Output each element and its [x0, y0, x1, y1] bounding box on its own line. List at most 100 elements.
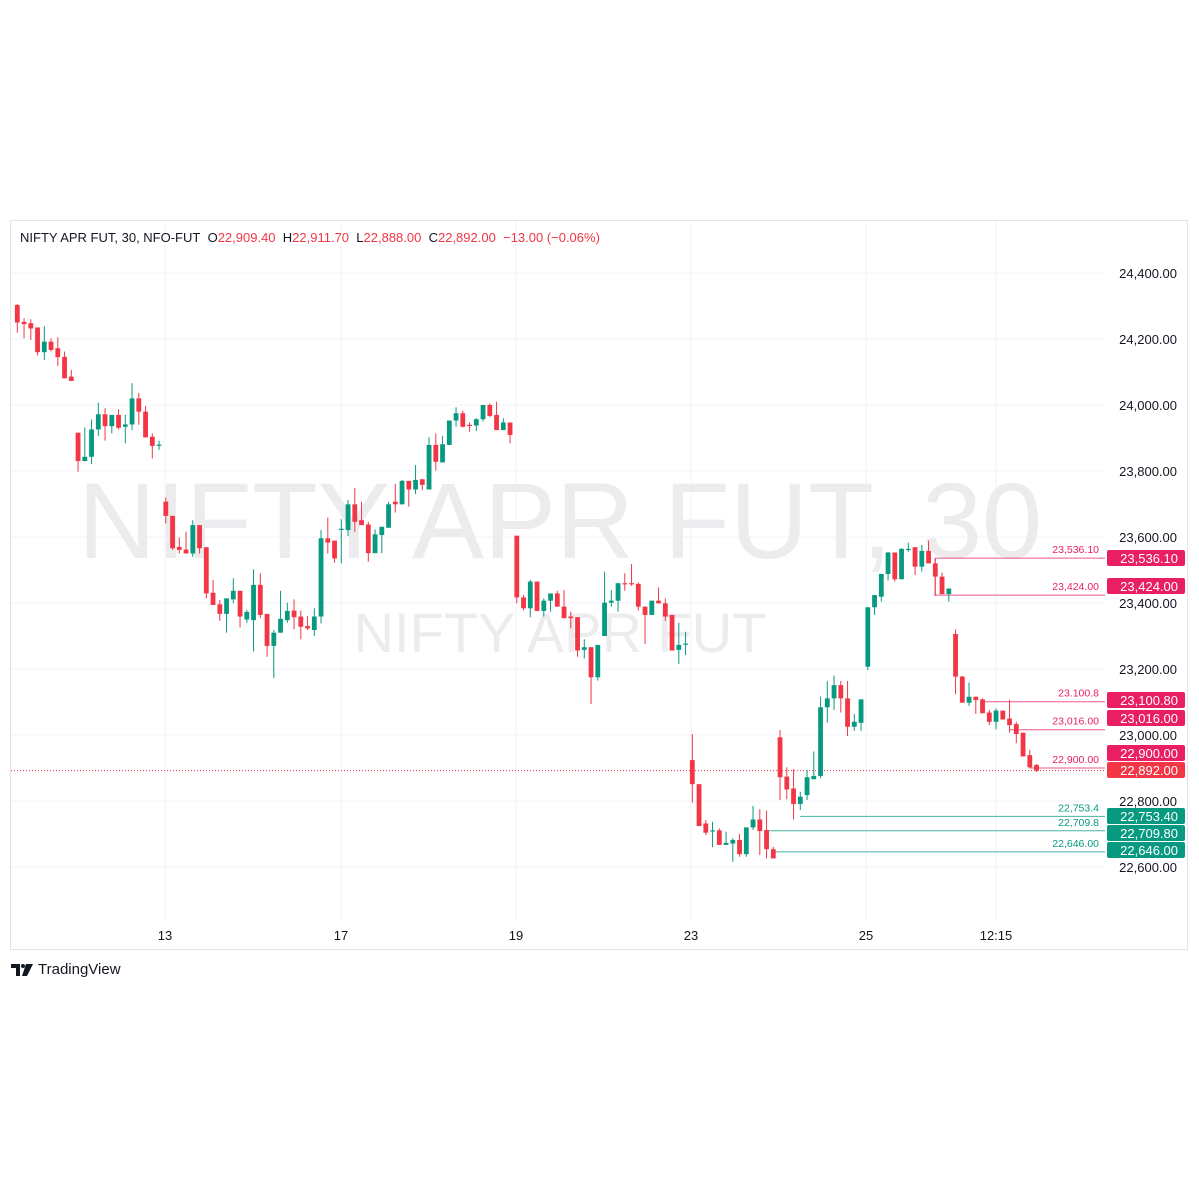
candle — [629, 564, 634, 586]
candle-body — [730, 839, 736, 844]
candle-body — [440, 444, 445, 463]
open-value: 22,909.40 — [217, 230, 276, 245]
price-axis[interactable]: 24,400.00 24,200.00 24,000.00 23,800.00 23,6… — [1119, 266, 1177, 875]
candle-body — [919, 550, 925, 567]
candle-body — [386, 504, 391, 528]
candle-body — [885, 552, 891, 574]
candle — [230, 578, 236, 604]
candle-body — [818, 707, 823, 776]
candle — [568, 611, 574, 629]
candle — [197, 525, 202, 554]
candle-body — [406, 480, 412, 490]
candle — [770, 846, 776, 859]
candle-body — [433, 444, 439, 462]
candle-body — [210, 592, 216, 605]
candle — [190, 520, 196, 557]
candle — [1020, 732, 1026, 757]
level-price-tag: 23,424.00 — [1120, 579, 1178, 594]
candle — [507, 422, 513, 444]
level-price-tag-bg — [1107, 842, 1185, 858]
candle — [527, 579, 533, 618]
level-price-tag-bg — [1107, 550, 1185, 566]
candle-body — [824, 698, 830, 708]
candle — [75, 432, 81, 472]
candle — [311, 608, 317, 636]
candle-body — [62, 356, 67, 379]
candle-body — [203, 547, 209, 594]
candle — [649, 600, 655, 615]
candle — [926, 540, 931, 564]
level-label: 23,424.00 — [1052, 581, 1099, 593]
candle-body — [980, 699, 985, 714]
candle — [338, 519, 344, 564]
candle — [912, 547, 918, 575]
candle — [696, 784, 702, 827]
candle — [170, 515, 175, 550]
level-price-tag: 23,536.10 — [1120, 551, 1178, 566]
candle-body — [986, 712, 992, 722]
candle — [257, 573, 263, 619]
candle — [784, 767, 790, 800]
candle — [1000, 710, 1006, 720]
candle-body — [163, 501, 169, 516]
candle-body — [521, 597, 526, 609]
candle — [642, 606, 648, 644]
level-label: 22,900.00 — [1052, 754, 1099, 766]
candle-body — [1034, 764, 1039, 771]
open-label: O — [207, 230, 218, 245]
candle — [980, 698, 985, 714]
candle — [831, 675, 837, 710]
y-tick-label: 23,600.00 — [1119, 530, 1177, 545]
candle-body — [311, 616, 317, 631]
candle-body — [757, 819, 763, 832]
candle — [68, 370, 74, 381]
candle — [494, 401, 499, 431]
candle — [440, 436, 445, 463]
time-axis[interactable]: 13 17 19 23 25 12:15 — [158, 928, 1013, 943]
last-price-tag: 22,892.00 — [1120, 763, 1178, 778]
candle — [953, 629, 958, 695]
y-tick-label: 24,200.00 — [1119, 332, 1177, 347]
candle-body — [190, 525, 196, 554]
candle — [149, 433, 155, 459]
level-price-tag-bg — [1107, 825, 1185, 841]
candle — [662, 598, 668, 621]
candle — [413, 465, 418, 495]
candle-body — [777, 737, 783, 778]
candle — [635, 582, 641, 611]
candle-body — [176, 546, 182, 550]
candle-body — [581, 647, 587, 650]
candle-body — [804, 777, 810, 796]
candle-body — [500, 422, 506, 431]
candle-body — [737, 839, 742, 855]
candle — [453, 407, 459, 427]
candle — [48, 338, 54, 352]
watermark-main: NIFTY APR FUT, 30 — [78, 460, 1042, 581]
candle-body — [534, 581, 540, 611]
candle — [460, 410, 466, 428]
candle — [359, 501, 364, 526]
candle — [804, 769, 810, 801]
candle — [595, 644, 601, 681]
candle — [554, 590, 560, 607]
candle — [480, 405, 486, 422]
candle — [136, 392, 142, 425]
candle — [62, 351, 67, 379]
candle-body — [170, 515, 175, 549]
candle-body — [912, 547, 918, 567]
candle — [541, 598, 547, 617]
candle-body — [615, 583, 621, 601]
level-lines[interactable]: 23,536.10 23,424.00 23.100.8 23,016.00 22,90… — [768, 544, 1105, 853]
y-tick-label: 23,400.00 — [1119, 596, 1177, 611]
candle-body — [480, 405, 486, 420]
candle-body — [568, 616, 574, 619]
y-tick-label: 23,000.00 — [1119, 728, 1177, 743]
candle — [608, 590, 614, 607]
tradingview-logo[interactable]: TradingView — [11, 961, 121, 978]
candle — [82, 427, 88, 462]
candle — [851, 713, 857, 731]
candle — [575, 617, 580, 657]
candle — [406, 480, 412, 507]
candle-body — [122, 424, 128, 427]
